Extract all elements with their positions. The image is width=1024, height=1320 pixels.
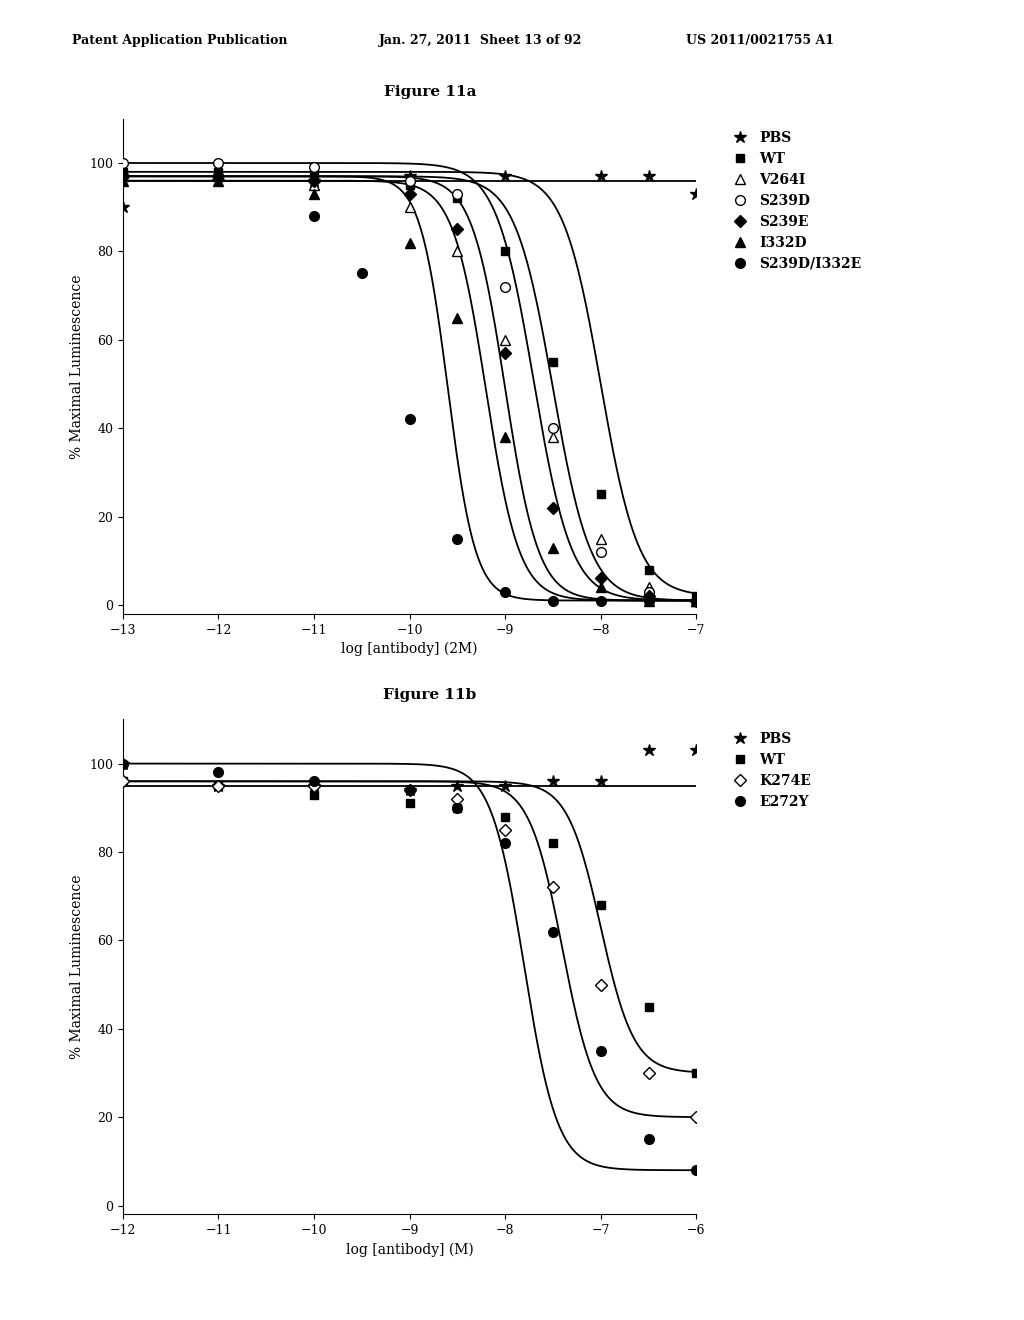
Text: Figure 11a: Figure 11a bbox=[384, 84, 476, 99]
Text: US 2011/0021755 A1: US 2011/0021755 A1 bbox=[686, 34, 835, 48]
X-axis label: log [antibody] (M): log [antibody] (M) bbox=[346, 1242, 473, 1257]
Legend: PBS, WT, V264I, S239D, S239E, I332D, S239D/I332E: PBS, WT, V264I, S239D, S239E, I332D, S23… bbox=[721, 125, 867, 276]
Legend: PBS, WT, K274E, E272Y: PBS, WT, K274E, E272Y bbox=[721, 726, 817, 814]
Text: Jan. 27, 2011  Sheet 13 of 92: Jan. 27, 2011 Sheet 13 of 92 bbox=[379, 34, 583, 48]
Y-axis label: % Maximal Luminescence: % Maximal Luminescence bbox=[70, 875, 84, 1059]
Y-axis label: % Maximal Luminescence: % Maximal Luminescence bbox=[70, 275, 84, 458]
Text: Patent Application Publication: Patent Application Publication bbox=[72, 34, 287, 48]
Text: Figure 11b: Figure 11b bbox=[383, 688, 477, 702]
X-axis label: log [antibody] (2M): log [antibody] (2M) bbox=[341, 642, 478, 656]
